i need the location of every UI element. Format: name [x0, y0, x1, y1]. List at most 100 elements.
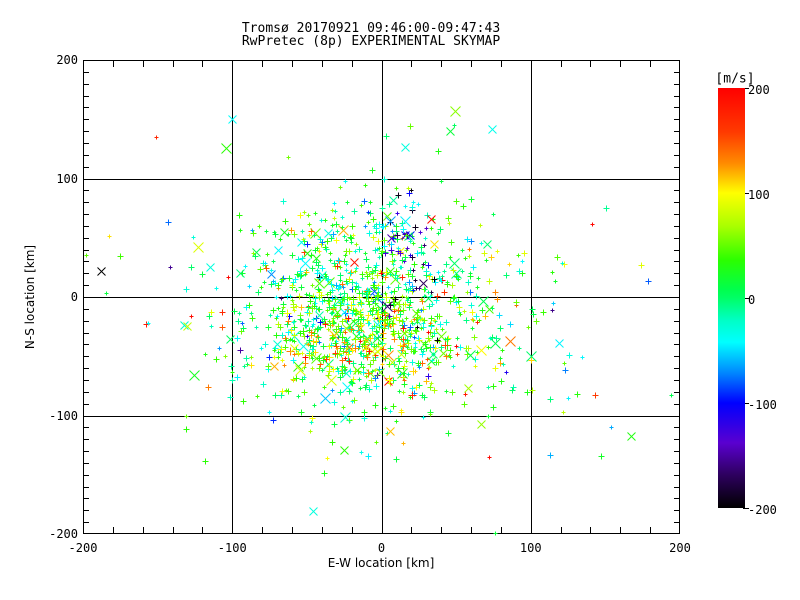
- scatter-point: [415, 325, 420, 330]
- scatter-point: [348, 235, 355, 242]
- scatter-point: [393, 456, 400, 463]
- scatter-point: [352, 368, 359, 375]
- scatter-point: [283, 337, 290, 344]
- scatter-point: [421, 349, 426, 354]
- scatter-point: [533, 318, 540, 325]
- scatter-point: [309, 420, 314, 425]
- scatter-point: [507, 321, 514, 328]
- scatter-point: [407, 299, 414, 306]
- scatter-point: [397, 342, 404, 349]
- scatter-point: [338, 265, 343, 270]
- scatter-point: [425, 357, 430, 362]
- scatter-point: [422, 243, 427, 248]
- y-tick-label: 0: [70, 290, 78, 304]
- scatter-point: [465, 345, 472, 352]
- scatter-point: [249, 315, 256, 322]
- scatter-point: [413, 345, 418, 350]
- scatter-point: [364, 354, 371, 361]
- scatter-point: [390, 321, 397, 328]
- scatter-point: [383, 133, 390, 140]
- scatter-point: [381, 243, 388, 250]
- scatter-point: [561, 410, 566, 415]
- scatter-point: [406, 190, 413, 197]
- scatter-point: [400, 336, 407, 343]
- scatter-point: [386, 285, 391, 290]
- scatter-point: [280, 228, 289, 237]
- scatter-point: [388, 241, 395, 248]
- scatter-point: [323, 218, 328, 223]
- scatter-point: [491, 212, 496, 217]
- scatter-point: [288, 337, 293, 342]
- scatter-point: [288, 227, 295, 234]
- scatter-point: [399, 274, 406, 281]
- scatter-point: [449, 389, 456, 396]
- scatter-point: [409, 188, 414, 193]
- scatter-point: [429, 350, 438, 359]
- scatter-point: [411, 241, 416, 246]
- colorbar-tick-label: 0: [748, 293, 756, 307]
- scatter-point: [470, 326, 475, 331]
- scatter-point: [387, 219, 394, 226]
- scatter-point: [358, 386, 363, 391]
- scatter-point: [375, 341, 382, 348]
- scatter-point: [393, 223, 400, 230]
- scatter-point: [418, 230, 423, 235]
- scatter-point: [243, 264, 248, 269]
- scatter-point: [341, 258, 348, 265]
- scatter-point: [404, 359, 409, 364]
- scatter-point: [259, 285, 264, 290]
- scatter-point: [346, 417, 353, 424]
- scatter-point: [383, 212, 392, 221]
- scatter-point: [282, 218, 289, 225]
- scatter-point: [490, 306, 495, 311]
- scatter-point: [291, 332, 298, 339]
- scatter-point: [432, 318, 437, 323]
- scatter-point: [443, 319, 450, 326]
- scatter-point: [277, 324, 284, 331]
- scatter-point: [348, 269, 355, 276]
- scatter-point: [338, 278, 343, 283]
- scatter-point: [419, 308, 424, 313]
- scatter-point: [428, 272, 433, 277]
- scatter-point: [476, 345, 487, 356]
- scatter-point: [323, 246, 330, 253]
- scatter-point: [496, 312, 503, 319]
- scatter-point: [468, 238, 475, 245]
- scatter-point: [441, 289, 448, 296]
- scatter-point: [428, 412, 433, 417]
- scatter-point: [293, 375, 300, 382]
- scatter-point: [516, 268, 523, 275]
- scatter-point: [373, 262, 380, 269]
- scatter-point: [448, 255, 453, 260]
- scatter-point: [356, 246, 363, 253]
- scatter-point: [316, 274, 323, 281]
- scatter-point: [488, 254, 495, 261]
- scatter-point: [426, 290, 431, 295]
- scatter-point: [310, 228, 321, 239]
- scatter-point: [330, 323, 335, 328]
- scatter-point: [330, 231, 337, 238]
- scatter-point: [555, 339, 564, 348]
- scatter-point: [334, 263, 341, 270]
- scatter-point: [366, 301, 373, 308]
- scatter-point: [430, 358, 435, 363]
- scatter-point: [288, 327, 295, 334]
- scatter-point: [312, 403, 317, 408]
- scatter-point: [402, 350, 409, 357]
- scatter-point: [430, 240, 439, 249]
- scatter-point: [413, 341, 418, 346]
- scatter-point: [230, 370, 235, 375]
- scatter-point: [372, 402, 379, 409]
- scatter-point: [359, 328, 364, 333]
- scatter-point: [517, 346, 522, 351]
- scatter-point: [377, 246, 382, 251]
- scatter-point: [329, 295, 336, 302]
- scatter-point: [377, 230, 382, 235]
- scatter-point: [331, 399, 338, 406]
- scatter-point: [146, 321, 151, 326]
- scatter-point: [291, 320, 296, 325]
- scatter-point: [351, 208, 358, 215]
- scatter-point: [346, 276, 353, 283]
- scatter-point: [411, 261, 418, 268]
